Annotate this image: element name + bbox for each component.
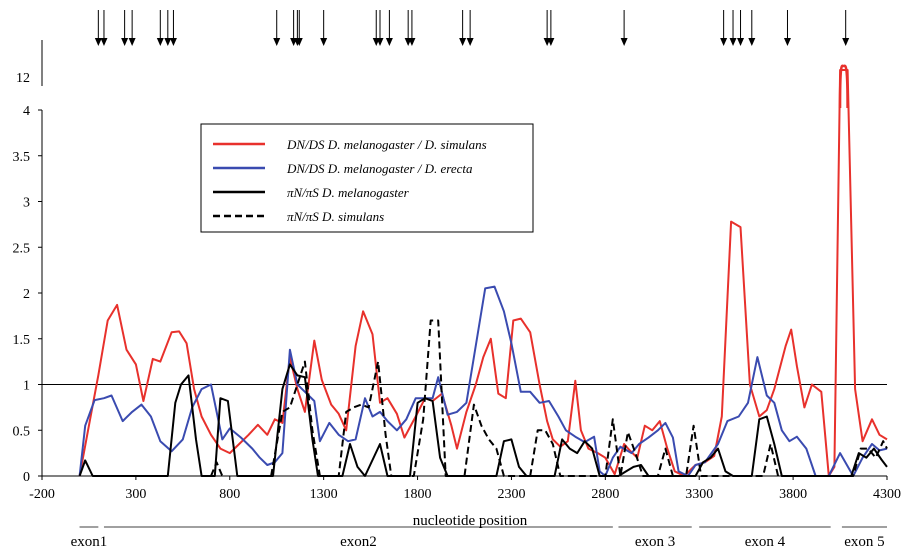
- series-line-dnds_sim: [78, 69, 888, 477]
- x-tick-label: 300: [125, 487, 146, 502]
- series-spike-top: [838, 64, 849, 109]
- arrow-head: [156, 38, 164, 46]
- x-tick-label: 800: [219, 487, 240, 502]
- arrow-head: [748, 38, 756, 46]
- legend-label-dnds_sim: DN/DS D. melanogaster / D. simulans: [286, 137, 487, 152]
- arrow-head: [385, 38, 393, 46]
- x-tick-label: 4300: [873, 487, 901, 502]
- chart-axes: 0 0.5 1 1.5 2 2.5 3 3.5 4 12 -200 300 800 1300 1800 230…: [13, 40, 901, 502]
- x-tick-label: 1800: [404, 487, 432, 502]
- series-layer: [78, 64, 888, 477]
- x-axis-label: nucleotide position: [413, 513, 528, 529]
- arrow-head: [620, 38, 628, 46]
- exon-label: exon1: [71, 534, 108, 550]
- legend-label-pi_mel: πN/πS D. melanogaster: [287, 185, 410, 200]
- arrow-head: [320, 38, 328, 46]
- series-line-dnds_ere: [78, 285, 888, 477]
- arrow-head: [720, 38, 728, 46]
- x-tick-label: 2800: [591, 487, 619, 502]
- arrow-head: [100, 38, 108, 46]
- y-tick-label: 0.5: [13, 424, 31, 439]
- y-tick-label: 3: [23, 196, 30, 211]
- arrow-head: [729, 38, 737, 46]
- arrow-head: [737, 38, 745, 46]
- arrow-head: [121, 38, 129, 46]
- series-line-pi_mel_early: [210, 461, 224, 477]
- exon-label: exon 4: [745, 534, 786, 550]
- y-tick-label: 1: [23, 379, 30, 394]
- arrow-head: [842, 38, 850, 46]
- exon-label: exon 5: [844, 534, 884, 550]
- x-tick-label: 1300: [310, 487, 338, 502]
- legend-box: [200, 123, 534, 233]
- exon-label: exon2: [340, 534, 377, 550]
- y-tick-label: 2.5: [13, 241, 31, 256]
- y-tick-label: 0: [23, 470, 30, 485]
- exon-annotations: exon1 exon2 exon 3 exon 4 exon 5: [71, 526, 887, 550]
- arrow-head: [408, 38, 416, 46]
- exon-label: exon 3: [635, 534, 675, 550]
- x-tick-label: 2300: [497, 487, 525, 502]
- legend-label-pi_sim: πN/πS D. simulans: [287, 209, 384, 224]
- arrow-head: [164, 38, 172, 46]
- series-line-pi_sim: [270, 319, 888, 477]
- arrow-head: [295, 38, 303, 46]
- arrow-head: [459, 38, 467, 46]
- arrow-head: [169, 38, 177, 46]
- y-tick-label: 4: [23, 104, 30, 119]
- y-tick-label: 3.5: [13, 150, 31, 165]
- y-break-label: 12: [16, 71, 30, 86]
- series-line-pi_mel: [78, 363, 888, 477]
- arrow-head: [547, 38, 555, 46]
- y-tick-label: 1.5: [13, 333, 31, 348]
- arrow-head: [783, 38, 791, 46]
- x-tick-label: 3300: [685, 487, 713, 502]
- arrow-head: [466, 38, 474, 46]
- arrow-markers: [94, 10, 850, 46]
- y-tick-label: 2: [23, 287, 30, 302]
- x-tick-label: 3800: [779, 487, 807, 502]
- arrow-head: [94, 38, 102, 46]
- chart-legend: DN/DS D. melanogaster / D. simulans DN/DS…: [200, 123, 534, 233]
- arrow-head: [128, 38, 136, 46]
- legend-label-dnds_ere: DN/DS D. melanogaster / D. erecta: [286, 161, 473, 176]
- arrow-head: [273, 38, 281, 46]
- arrow-head: [376, 38, 384, 46]
- x-tick-label: -200: [29, 487, 55, 502]
